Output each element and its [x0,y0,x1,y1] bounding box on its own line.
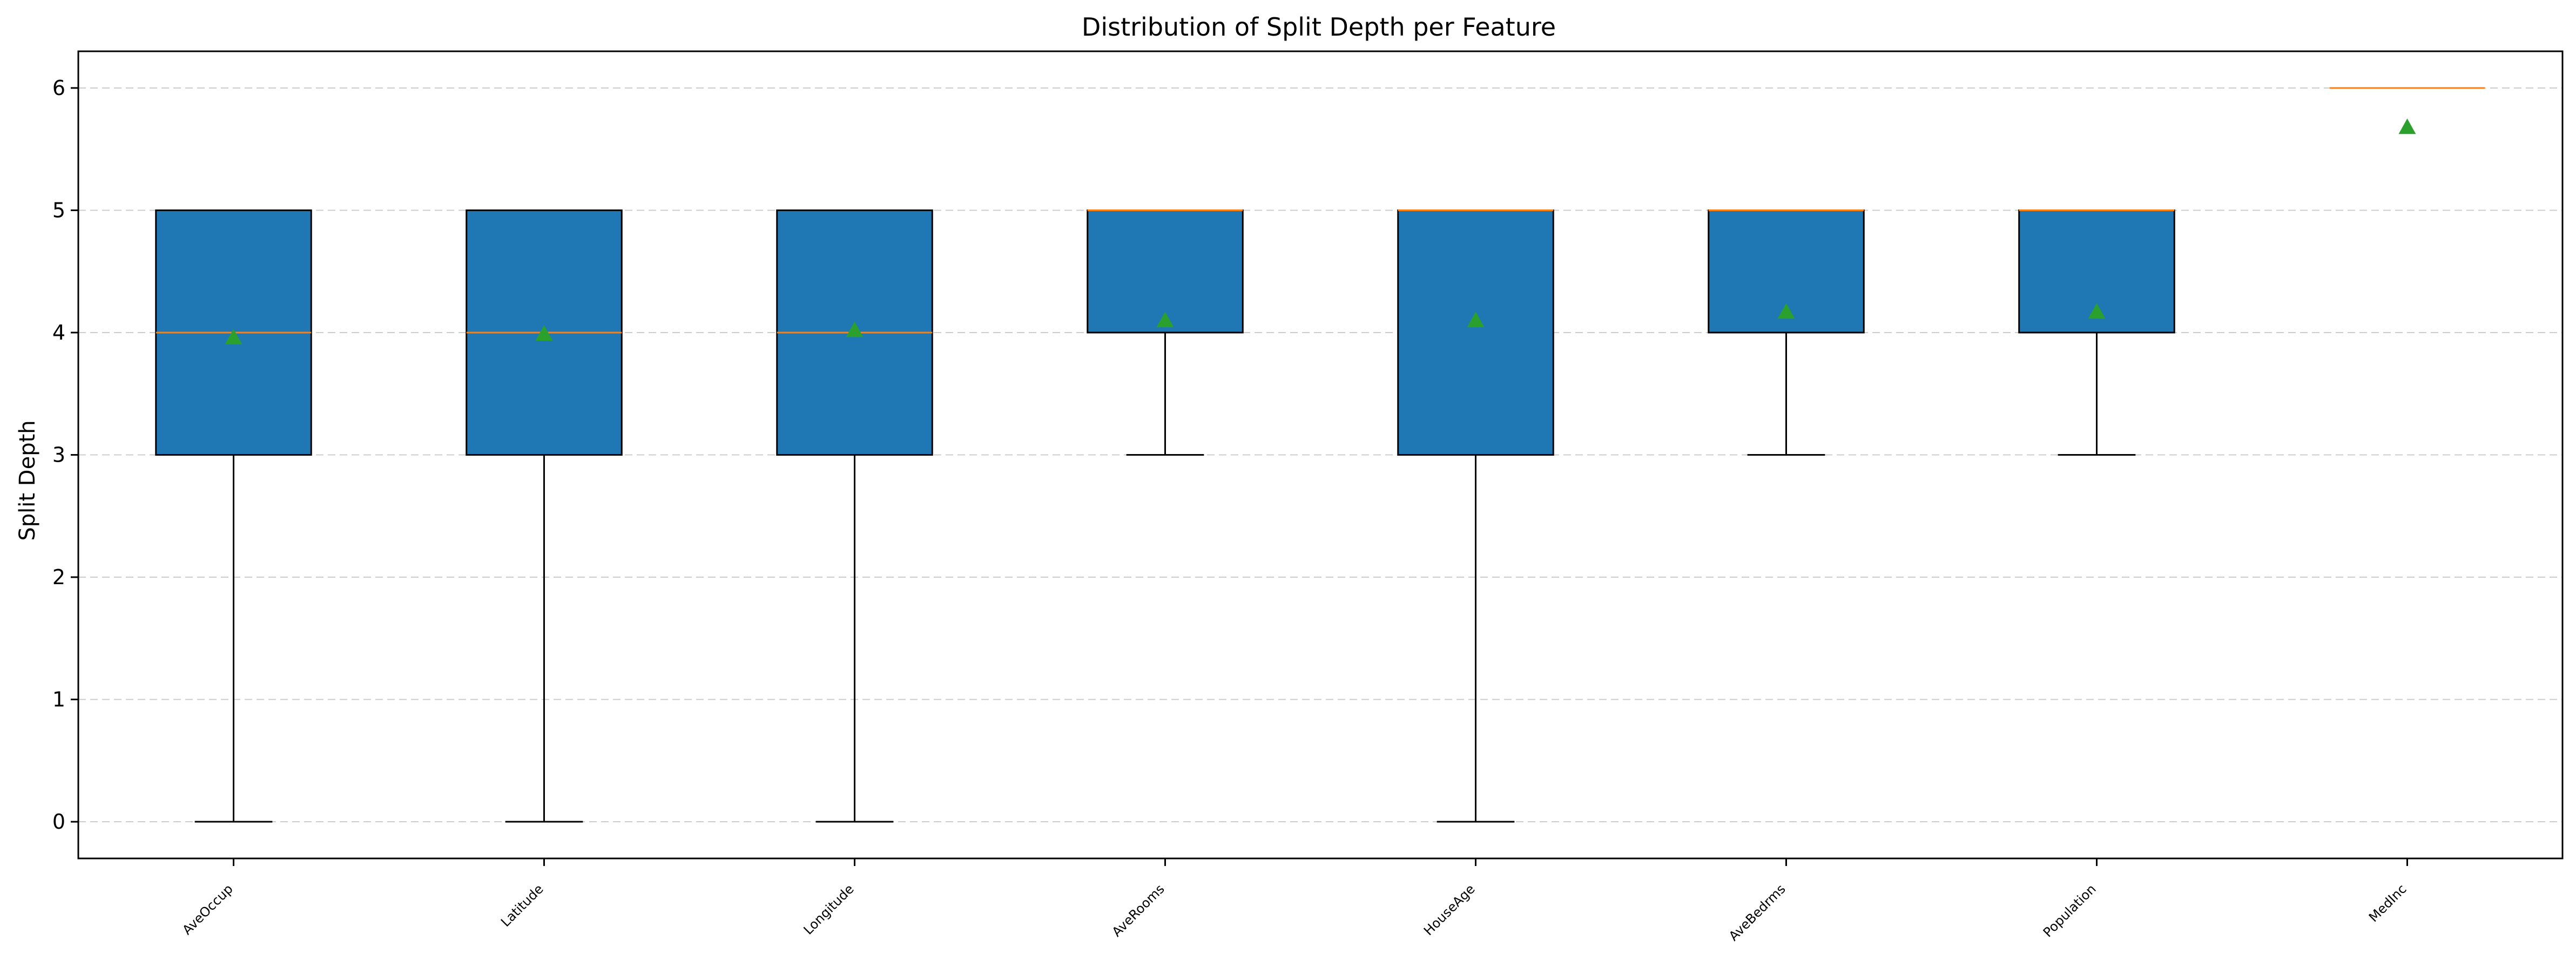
mean-marker-averooms [1156,312,1174,328]
mean-marker-longitude [846,321,864,337]
box-latitude [466,209,623,823]
y-axis-ticks: 0 1 2 3 4 5 6 [52,76,78,834]
mean-marker-population [2088,303,2106,319]
chart-title: Distribution of Split Depth per Feature [1082,12,1556,42]
mean-marker-houseage [1467,312,1485,328]
y-tick-label-2: 2 [52,565,65,589]
mean-marker-aveoccup [225,329,242,344]
iqr-box-houseage [1397,209,1554,456]
y-tick-label-0: 0 [52,810,65,834]
boxes [155,87,2485,823]
y-tick-label-3: 3 [52,443,65,467]
y-tick-label-4: 4 [52,321,65,344]
y-tick-label-5: 5 [52,198,65,222]
y-axis-label: Split Depth [15,420,40,540]
box-averooms [1087,209,1244,456]
box-avebedrms [1708,209,1865,456]
mean-marker-latitude [535,325,553,341]
mean-marker-medinc [2398,118,2416,134]
box-longitude [776,209,933,823]
mean-marker-avebedrms [1777,303,1795,319]
y-tick-label-1: 1 [52,688,65,712]
box-aveoccup [155,209,312,823]
y-tick-label-6: 6 [52,76,65,100]
box-medinc [2329,87,2485,134]
box-population [2018,209,2175,456]
box-houseage [1397,209,1554,823]
